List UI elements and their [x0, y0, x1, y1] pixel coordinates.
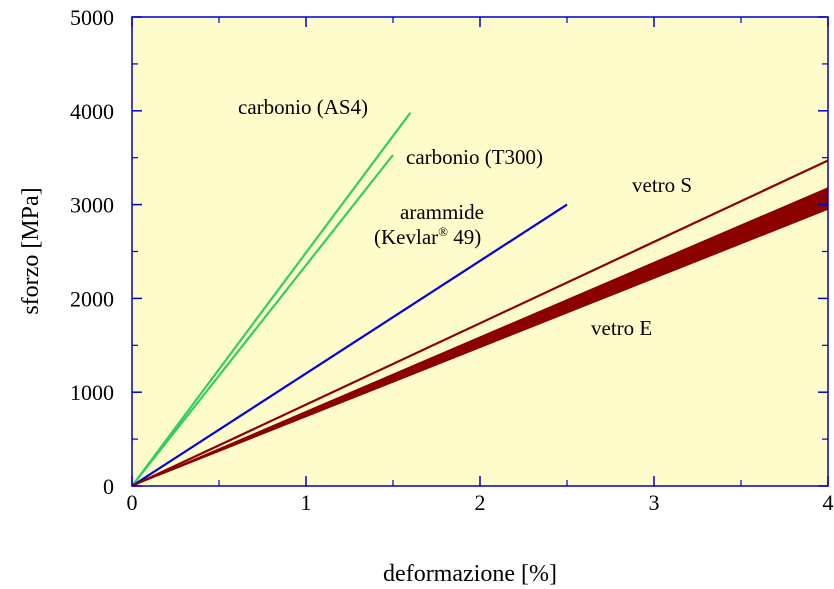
- y-tick-label: 2000: [70, 286, 114, 311]
- annotations: carbonio (AS4) carbonio (T300) arammide …: [238, 95, 692, 340]
- axes: [131, 16, 829, 487]
- series-line-carbonio-as4: [131, 112, 412, 487]
- series-line-carbonio-t300: [131, 154, 394, 487]
- annotation-carbonio-as4: carbonio (AS4): [238, 95, 368, 119]
- plot-background: [132, 17, 828, 486]
- annotation-registered-mark: ®: [438, 224, 448, 239]
- series-line-vetro-s: [131, 159, 829, 487]
- x-tick-label: 2: [475, 490, 486, 515]
- annotation-vetro-e: vetro E: [591, 316, 652, 340]
- x-tick-label: 0: [127, 490, 138, 515]
- x-tick-label: 3: [649, 490, 660, 515]
- x-tick-label: 4: [823, 490, 834, 515]
- y-tick-label: 3000: [70, 193, 114, 218]
- annotation-vetro-s: vetro S: [632, 173, 692, 197]
- data-layer: [131, 112, 829, 487]
- y-axis-title: sforzo [MPa]: [18, 187, 44, 314]
- annotation-arammide-line2: (Kevlar® 49): [374, 224, 481, 249]
- x-axis-title: deformazione [%]: [383, 561, 557, 587]
- annotation-kevlar-text: (Kevlar: [374, 225, 438, 249]
- x-tick-label: 1: [301, 490, 312, 515]
- annotation-carbonio-t300: carbonio (T300): [406, 145, 543, 169]
- y-tick-label: 1000: [70, 380, 114, 405]
- annotation-arammide-line1: arammide: [400, 200, 484, 224]
- series-line-arammide: [131, 203, 568, 487]
- annotation-kevlar-49: 49): [448, 225, 481, 249]
- tick-layer: 0 1 2 3 4 0 1000 2000 3000 4000 5000: [70, 5, 834, 515]
- y-tick-label: 5000: [70, 5, 114, 30]
- y-tick-label: 4000: [70, 99, 114, 124]
- y-tick-label: 0: [103, 474, 114, 499]
